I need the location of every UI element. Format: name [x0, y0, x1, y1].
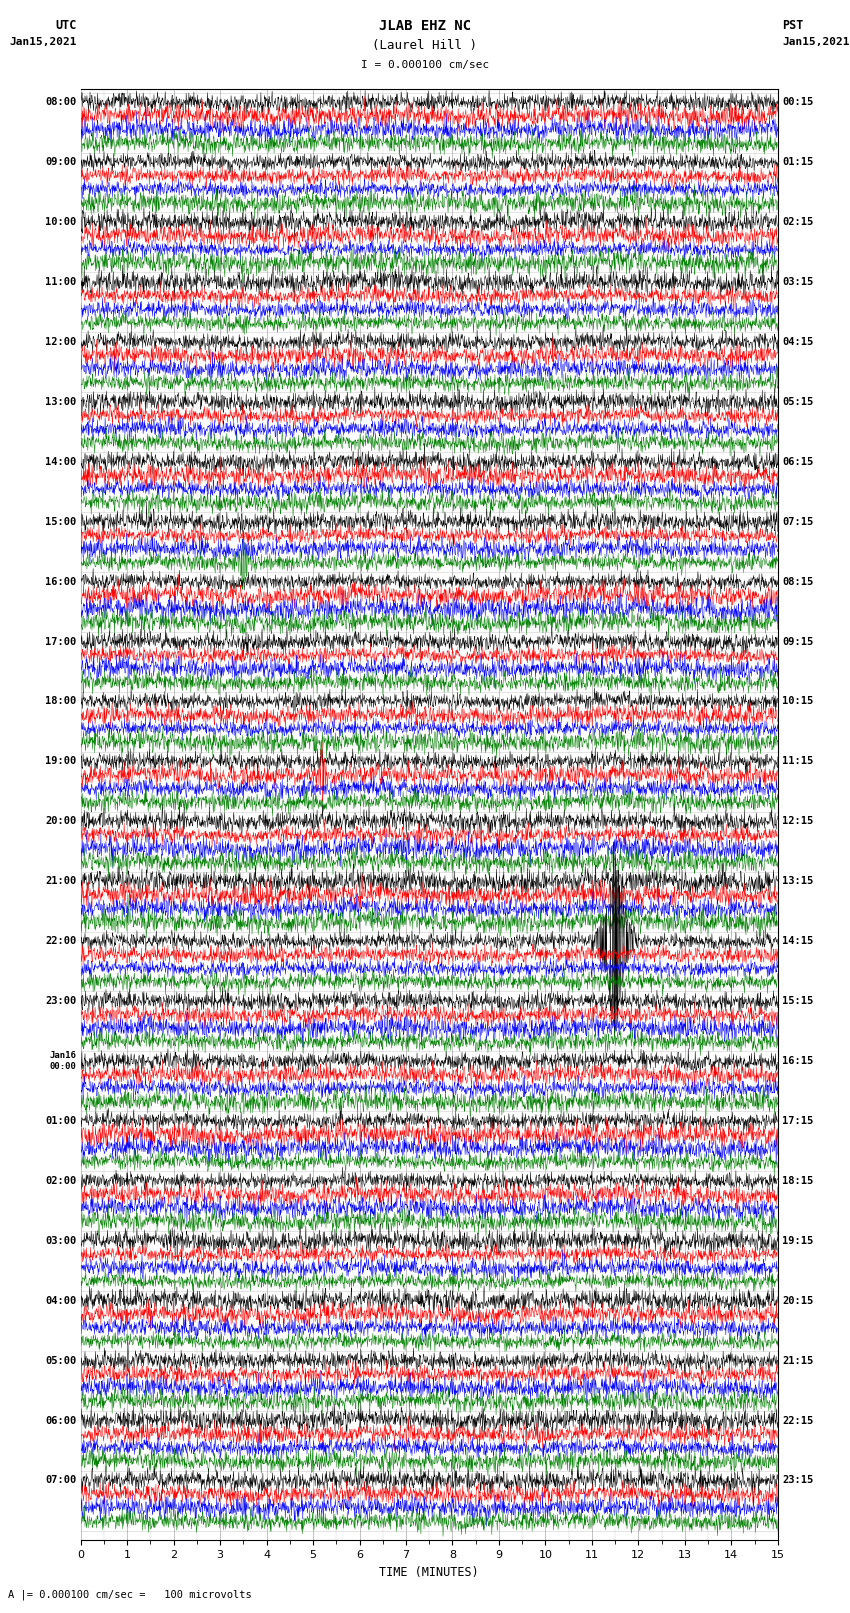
- Text: 13:15: 13:15: [782, 876, 813, 886]
- Text: 09:00: 09:00: [45, 156, 76, 168]
- Text: 05:15: 05:15: [782, 397, 813, 406]
- Text: 17:00: 17:00: [45, 637, 76, 647]
- Text: 15:00: 15:00: [45, 516, 76, 527]
- Text: 14:15: 14:15: [782, 936, 813, 947]
- Text: 18:15: 18:15: [782, 1176, 813, 1186]
- Text: 20:00: 20:00: [45, 816, 76, 826]
- Text: 05:00: 05:00: [45, 1355, 76, 1366]
- Text: 08:00: 08:00: [45, 97, 76, 106]
- Text: 02:00: 02:00: [45, 1176, 76, 1186]
- Text: JLAB EHZ NC: JLAB EHZ NC: [379, 19, 471, 34]
- Text: 10:00: 10:00: [45, 218, 76, 227]
- Text: 21:00: 21:00: [45, 876, 76, 886]
- Text: 00:15: 00:15: [782, 97, 813, 106]
- Text: A |= 0.000100 cm/sec =   100 microvolts: A |= 0.000100 cm/sec = 100 microvolts: [8, 1589, 252, 1600]
- Text: 12:15: 12:15: [782, 816, 813, 826]
- Text: (Laurel Hill ): (Laurel Hill ): [372, 39, 478, 52]
- Text: 02:15: 02:15: [782, 218, 813, 227]
- Text: 07:15: 07:15: [782, 516, 813, 527]
- Text: 04:15: 04:15: [782, 337, 813, 347]
- Text: 21:15: 21:15: [782, 1355, 813, 1366]
- Text: 08:15: 08:15: [782, 576, 813, 587]
- X-axis label: TIME (MINUTES): TIME (MINUTES): [379, 1566, 479, 1579]
- Text: 12:00: 12:00: [45, 337, 76, 347]
- Text: 19:00: 19:00: [45, 756, 76, 766]
- Text: 19:15: 19:15: [782, 1236, 813, 1245]
- Text: 04:00: 04:00: [45, 1295, 76, 1305]
- Text: 14:00: 14:00: [45, 456, 76, 466]
- Text: 01:15: 01:15: [782, 156, 813, 168]
- Text: 20:15: 20:15: [782, 1295, 813, 1305]
- Text: 16:15: 16:15: [782, 1057, 813, 1066]
- Text: PST: PST: [782, 19, 803, 32]
- Text: 06:15: 06:15: [782, 456, 813, 466]
- Text: 15:15: 15:15: [782, 997, 813, 1007]
- Text: 01:00: 01:00: [45, 1116, 76, 1126]
- Text: 22:00: 22:00: [45, 936, 76, 947]
- Text: 03:15: 03:15: [782, 277, 813, 287]
- Text: 18:00: 18:00: [45, 697, 76, 706]
- Text: 23:00: 23:00: [45, 997, 76, 1007]
- Text: 22:15: 22:15: [782, 1416, 813, 1426]
- Text: UTC: UTC: [55, 19, 76, 32]
- Text: I = 0.000100 cm/sec: I = 0.000100 cm/sec: [361, 60, 489, 69]
- Text: 10:15: 10:15: [782, 697, 813, 706]
- Text: 16:00: 16:00: [45, 576, 76, 587]
- Text: Jan16
00:00: Jan16 00:00: [49, 1052, 76, 1071]
- Text: Jan15,2021: Jan15,2021: [9, 37, 76, 47]
- Text: 11:15: 11:15: [782, 756, 813, 766]
- Text: 11:00: 11:00: [45, 277, 76, 287]
- Text: 03:00: 03:00: [45, 1236, 76, 1245]
- Text: 07:00: 07:00: [45, 1476, 76, 1486]
- Text: 17:15: 17:15: [782, 1116, 813, 1126]
- Text: 13:00: 13:00: [45, 397, 76, 406]
- Text: 06:00: 06:00: [45, 1416, 76, 1426]
- Text: 23:15: 23:15: [782, 1476, 813, 1486]
- Text: 09:15: 09:15: [782, 637, 813, 647]
- Text: Jan15,2021: Jan15,2021: [782, 37, 849, 47]
